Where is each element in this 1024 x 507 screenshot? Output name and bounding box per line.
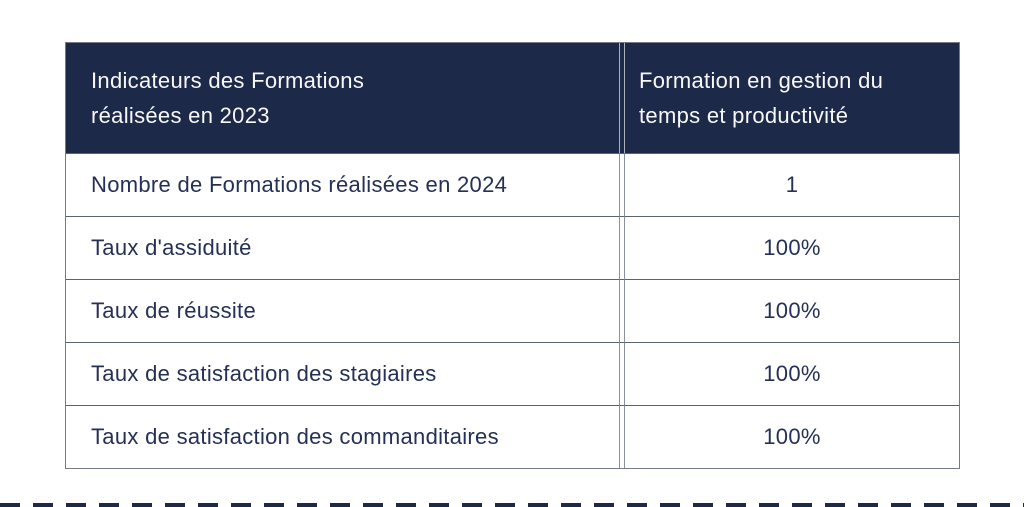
header-indicators-label: Indicateurs des Formations réalisées en … [91,68,365,128]
row-value: 100% [625,279,959,342]
row-label: Taux de satisfaction des commanditaires [66,405,619,468]
row-value: 100% [625,342,959,405]
header-formation-label: Formation en gestion du temps et product… [639,68,884,128]
row-label: Nombre de Formations réalisées en 2024 [66,153,619,216]
header-cell-formation: Formation en gestion du temps et product… [625,43,959,153]
column-divider-header [619,43,625,153]
row-value: 100% [625,405,959,468]
row-label: Taux de satisfaction des stagiaires [66,342,619,405]
column-divider [619,216,625,279]
row-label: Taux de réussite [66,279,619,342]
row-value: 1 [625,153,959,216]
indicators-table: Indicateurs des Formations réalisées en … [65,42,960,469]
column-divider [619,279,625,342]
dashed-divider-line [0,503,1024,507]
row-value: 100% [625,216,959,279]
column-divider [619,153,625,216]
header-cell-indicators: Indicateurs des Formations réalisées en … [66,43,619,153]
column-divider [619,342,625,405]
row-label: Taux d'assiduité [66,216,619,279]
column-divider [619,405,625,468]
